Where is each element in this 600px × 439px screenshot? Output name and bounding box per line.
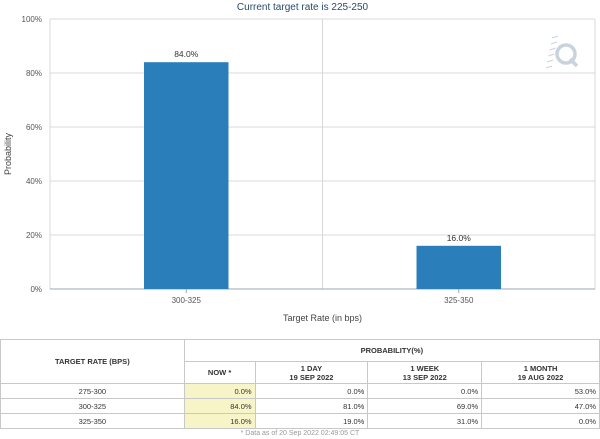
- y-tick-label: 60%: [26, 123, 42, 132]
- column-header-line2: 13 SEP 2022: [402, 372, 447, 382]
- probability-cell: 0.0%: [481, 413, 600, 429]
- probability-bar-chart: Current target rate is 225-250 0% 20% 40% 60…: [3, 2, 596, 323]
- table-row: 300-325 84.0% 81.0% 69.0% 47.0%: [0, 398, 600, 414]
- x-tick-label: 300-325: [172, 296, 202, 305]
- x-tick-label: 325-350: [444, 296, 474, 305]
- probability-cell: 16.0%: [183, 413, 256, 429]
- bar-value-label: 84.0%: [174, 49, 199, 59]
- column-header-line1: 1 DAY: [300, 363, 323, 373]
- target-rate-cell: 325-350: [0, 413, 185, 429]
- column-header-0: NOW *: [183, 361, 256, 384]
- column-header-line2: 19 SEP 2022: [289, 372, 334, 382]
- probability-cell: 53.0%: [481, 383, 600, 399]
- probability-cell: 47.0%: [481, 398, 600, 414]
- probability-cell: 69.0%: [367, 398, 483, 414]
- column-header-1: 1 DAY 19 SEP 2022: [254, 361, 369, 384]
- data-timestamp-footnote: * Data as of 20 Sep 2022 02:49:05 CT: [240, 430, 360, 437]
- target-rate-cell: 300-325: [0, 398, 185, 414]
- chart-title: Current target rate is 225-250: [237, 2, 369, 13]
- y-tick-label: 20%: [26, 231, 42, 240]
- table-row: 325-350 16.0% 19.0% 31.0% 0.0%: [0, 413, 600, 429]
- probability-header: PROBABILITY(%): [183, 339, 600, 362]
- probability-cell: 84.0%: [183, 398, 256, 414]
- y-tick-label: 80%: [26, 69, 42, 78]
- column-header-line1: NOW *: [207, 368, 232, 377]
- watermark-logo-icon: [545, 35, 579, 69]
- target-rate-cell: 275-300: [0, 383, 185, 399]
- probability-cell: 81.0%: [254, 398, 369, 414]
- bar-value-label: 16.0%: [447, 233, 472, 243]
- probability-table: TARGET RATE (BPS) PROBABILITY(%) NOW * 1 …: [0, 339, 600, 429]
- column-header-2: 1 WEEK 13 SEP 2022: [367, 361, 483, 384]
- column-header-line2: 19 AUG 2022: [517, 372, 564, 382]
- y-tick-label: 100%: [22, 15, 42, 24]
- probability-cell: 0.0%: [367, 383, 483, 399]
- column-header-line1: 1 MONTH: [523, 363, 558, 373]
- probability-table-wrap: TARGET RATE (BPS) PROBABILITY(%) NOW * 1 …: [0, 339, 600, 429]
- y-axis-title: Probability: [3, 132, 13, 175]
- probability-cell: 19.0%: [254, 413, 369, 429]
- y-tick-label: 40%: [26, 177, 42, 186]
- bar-325-350: [416, 245, 501, 289]
- column-header-line1: 1 WEEK: [410, 363, 440, 373]
- target-rate-header: TARGET RATE (BPS): [0, 339, 185, 384]
- probability-cell: 0.0%: [183, 383, 256, 399]
- probability-cell: 0.0%: [254, 383, 369, 399]
- chart-area: Current target rate is 225-250 0% 20% 40% 60…: [3, 2, 596, 323]
- probability-cell: 31.0%: [367, 413, 483, 429]
- y-tick-label: 0%: [30, 285, 42, 294]
- table-row: 275-300 0.0% 0.0% 0.0% 53.0%: [0, 383, 600, 399]
- column-header-3: 1 MONTH 19 AUG 2022: [481, 361, 600, 384]
- bar-300-325: [144, 62, 229, 290]
- x-axis-title: Target Rate (in bps): [283, 313, 362, 323]
